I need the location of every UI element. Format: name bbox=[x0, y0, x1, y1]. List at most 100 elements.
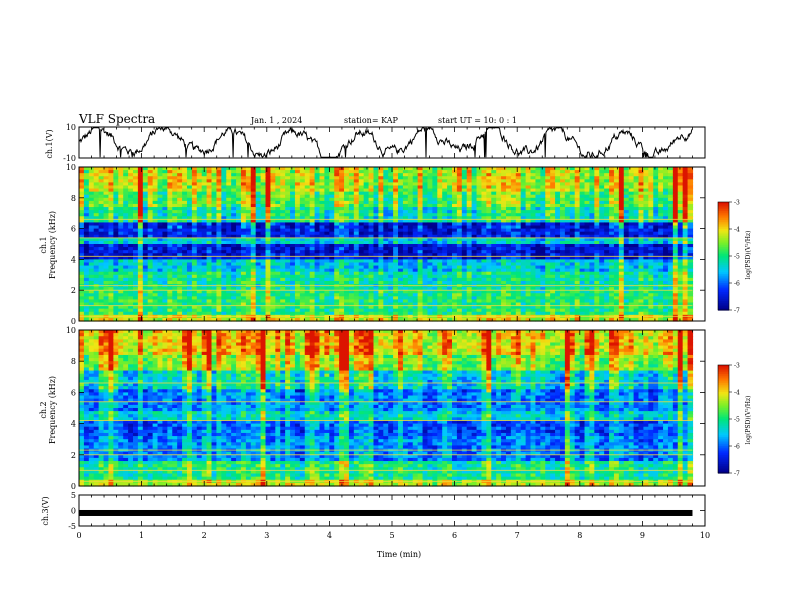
spectrogram-cell bbox=[599, 194, 605, 199]
spectrogram-cell bbox=[407, 216, 414, 220]
spectrogram-cell bbox=[672, 167, 679, 171]
spectrogram-cell bbox=[555, 170, 561, 174]
spectrogram-cell bbox=[550, 225, 556, 230]
spectrogram-cell bbox=[540, 207, 546, 211]
spectrogram-cell bbox=[569, 210, 576, 214]
spectrogram-cell bbox=[633, 213, 640, 217]
spectrogram-cell bbox=[348, 225, 355, 230]
spectrogram-cell bbox=[412, 194, 419, 199]
spectrogram-cell bbox=[270, 167, 276, 171]
spectrogram-cell bbox=[609, 200, 615, 205]
spectrogram-cell bbox=[520, 176, 527, 180]
spectrogram-cell bbox=[339, 185, 345, 190]
spectrogram-cell bbox=[137, 197, 144, 202]
spectrogram-cell bbox=[658, 237, 664, 242]
spectrogram-cell bbox=[186, 216, 193, 220]
spectrogram-cell bbox=[339, 200, 345, 205]
spectrogram-cell bbox=[638, 179, 644, 183]
spectrogram-cell bbox=[157, 225, 164, 230]
spectrogram-cell bbox=[147, 219, 154, 224]
spectrogram-cell bbox=[128, 225, 134, 230]
spectrogram-cell bbox=[461, 188, 468, 193]
spectrogram-cell bbox=[324, 173, 330, 177]
spectrogram-cell bbox=[275, 216, 281, 220]
spectrogram-cell bbox=[191, 191, 198, 196]
spectrogram-cell bbox=[353, 200, 360, 205]
spectrogram-cell bbox=[466, 191, 473, 196]
spectrogram-cell bbox=[270, 231, 276, 236]
spectrogram-cell bbox=[231, 222, 237, 227]
spectrogram-cell bbox=[653, 213, 659, 217]
spectrogram-cell bbox=[373, 185, 379, 190]
spectrogram-cell bbox=[265, 194, 272, 199]
spectrogram-cell bbox=[555, 216, 561, 220]
spectrogram-cell bbox=[613, 173, 620, 177]
spectrogram-cell bbox=[348, 182, 355, 187]
spectrogram-cell bbox=[270, 200, 276, 205]
spectrogram-cell bbox=[466, 182, 473, 187]
spectrogram-cell bbox=[564, 231, 571, 236]
spectrogram-cell bbox=[677, 225, 684, 230]
spectrogram-cell bbox=[221, 203, 227, 208]
spectrogram-cell bbox=[574, 191, 581, 196]
spectrogram-cell bbox=[476, 170, 483, 174]
spectrogram-cell bbox=[618, 173, 625, 177]
spectrogram-cell bbox=[476, 228, 483, 233]
spectrogram-cell bbox=[466, 176, 473, 180]
spectrogram-cell bbox=[177, 188, 183, 193]
spectrogram-cell bbox=[599, 216, 605, 220]
spectrogram-cell bbox=[191, 231, 198, 236]
spectrogram-cell bbox=[398, 222, 404, 227]
spectrogram-cell bbox=[422, 228, 429, 233]
spectrogram-cell bbox=[309, 200, 316, 205]
spectrogram-cell bbox=[545, 191, 551, 196]
spectrogram-cell bbox=[427, 191, 433, 196]
spectrogram-cell bbox=[280, 182, 286, 187]
spectrogram-cell bbox=[334, 222, 340, 227]
spectrogram-cell bbox=[334, 179, 340, 183]
spectrogram-cell bbox=[319, 185, 325, 190]
spectrogram-cell bbox=[132, 216, 139, 220]
spectrogram-cell bbox=[677, 228, 684, 233]
spectrogram-cell bbox=[260, 188, 267, 193]
spectrogram-cell bbox=[137, 170, 144, 174]
spectrogram-cell bbox=[201, 191, 208, 196]
spectrogram-cell bbox=[177, 167, 183, 171]
spectrogram-cell bbox=[643, 219, 649, 224]
spectrogram-cell bbox=[496, 234, 502, 239]
spectrogram-cell bbox=[103, 170, 110, 174]
spectrogram-cell bbox=[555, 210, 561, 214]
spectrogram-cell bbox=[196, 182, 203, 187]
spectrogram-cell bbox=[447, 197, 453, 202]
spectrogram-cell bbox=[672, 203, 679, 208]
spectrogram-cell bbox=[93, 225, 100, 230]
spectrogram-cell bbox=[373, 237, 379, 242]
spectrogram-cell bbox=[353, 225, 360, 230]
spectrogram-cell bbox=[250, 182, 257, 187]
spectrogram-cell bbox=[309, 194, 316, 199]
spectrogram-cell bbox=[260, 191, 267, 196]
spectrogram-cell bbox=[481, 170, 487, 174]
spectrogram-cell bbox=[285, 200, 291, 205]
spectrogram-cell bbox=[137, 207, 144, 211]
spectrogram-cell bbox=[535, 216, 541, 220]
spectrogram-cell bbox=[569, 200, 576, 205]
spectrogram-cell bbox=[157, 191, 164, 196]
spectrogram-cell bbox=[604, 228, 610, 233]
spectrogram-cell bbox=[118, 197, 124, 202]
spectrogram-cell bbox=[348, 197, 355, 202]
spectrogram-cell bbox=[157, 231, 164, 236]
spectrogram-cell bbox=[471, 203, 478, 208]
spectrogram-cell bbox=[79, 173, 85, 177]
spectrogram-cell bbox=[319, 222, 325, 227]
spectrogram-cell bbox=[314, 176, 321, 180]
spectrogram-cell bbox=[471, 231, 478, 236]
spectrogram-cell bbox=[245, 234, 252, 239]
spectrogram-cell bbox=[481, 200, 487, 205]
spectrogram-cell bbox=[290, 228, 296, 233]
spectrogram-cell bbox=[162, 228, 168, 233]
spectrogram-cell bbox=[231, 210, 237, 214]
spectrogram-cell bbox=[83, 191, 90, 196]
spectrogram-cell bbox=[339, 231, 345, 236]
spectrogram-cell bbox=[432, 170, 438, 174]
